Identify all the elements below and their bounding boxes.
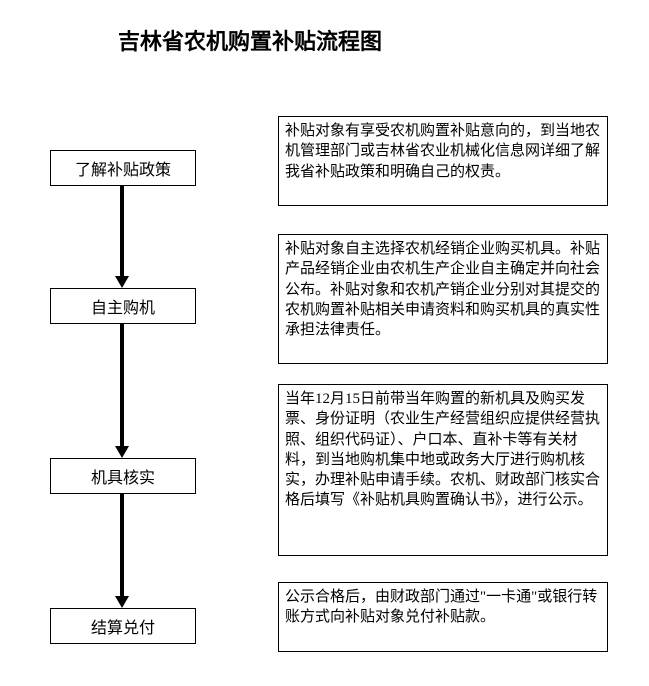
flow-edge-1-2 <box>120 186 124 276</box>
flow-step-1-description: 补贴对象有享受农机购置补贴意向的，到当地农机管理部门或吉林省农业机械化信息网详细… <box>278 116 608 206</box>
flow-step-3-label: 机具核实 <box>91 464 155 488</box>
flow-step-4-description: 公示合格后，由财政部门通过"一卡通"或银行转账方式向补贴对象兑付补贴款。 <box>278 582 608 652</box>
flow-step-2: 自主购机 <box>50 288 196 324</box>
flow-edge-3-4 <box>120 494 124 596</box>
arrow-down-icon <box>115 446 129 458</box>
arrow-down-icon <box>115 276 129 288</box>
flow-step-3: 机具核实 <box>50 458 196 494</box>
flow-step-3-description: 当年12月15日前带当年购置的新机具及购买发票、身份证明（农业生产经营组织应提供… <box>278 384 608 556</box>
flow-step-4: 结算兑付 <box>50 608 196 644</box>
arrow-down-icon <box>115 596 129 608</box>
page-title: 吉林省农机购置补贴流程图 <box>118 24 382 56</box>
flow-step-1: 了解补贴政策 <box>50 150 196 186</box>
flow-edge-2-3 <box>120 324 124 446</box>
flow-step-1-label: 了解补贴政策 <box>75 156 171 180</box>
flow-step-4-label: 结算兑付 <box>91 614 155 638</box>
flow-step-2-label: 自主购机 <box>91 294 155 318</box>
flow-step-2-description: 补贴对象自主选择农机经销企业购买机具。补贴产品经销企业由农机生产企业自主确定并向… <box>278 234 608 364</box>
